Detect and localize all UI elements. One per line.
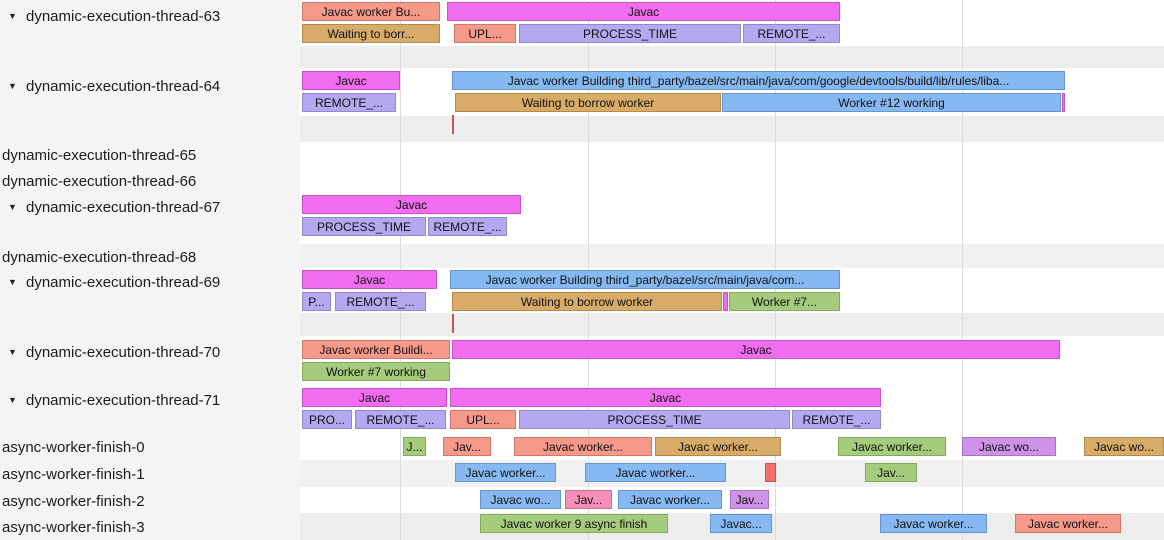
trace-slice[interactable]: Waiting to borr... xyxy=(302,24,440,43)
collapse-triangle-icon[interactable]: ▼ xyxy=(8,347,17,357)
trace-slice[interactable]: Waiting to borrow worker xyxy=(452,292,722,311)
thread-label-row[interactable]: ▼ dynamic-execution-thread-71 xyxy=(0,390,300,410)
row-background-band xyxy=(300,460,1164,487)
trace-slice[interactable]: Jav... xyxy=(865,463,917,482)
thread-name: dynamic-execution-thread-64 xyxy=(26,77,221,95)
trace-slice[interactable]: PRO... xyxy=(302,410,352,429)
trace-slice[interactable]: REMOTE_... xyxy=(302,93,396,112)
trace-slice[interactable]: UPL... xyxy=(454,24,516,43)
trace-slice[interactable]: P... xyxy=(302,292,331,311)
trace-slice[interactable] xyxy=(765,463,776,482)
thread-name: dynamic-execution-thread-65 xyxy=(2,146,197,164)
trace-slice[interactable]: Javac worker... xyxy=(880,514,987,533)
thread-label-row[interactable]: dynamic-execution-thread-66 xyxy=(0,171,300,191)
collapse-triangle-icon[interactable]: ▼ xyxy=(8,11,17,21)
trace-slice[interactable]: J... xyxy=(403,437,426,456)
trace-slice[interactable]: Javac worker... xyxy=(1015,514,1121,533)
thread-label-row[interactable]: ▼ dynamic-execution-thread-69 xyxy=(0,272,300,292)
trace-slice[interactable]: REMOTE_... xyxy=(355,410,446,429)
trace-slice[interactable]: Javac wo... xyxy=(962,437,1056,456)
trace-slice[interactable]: Javac worker Building third_party/bazel/… xyxy=(450,270,840,289)
thread-name: dynamic-execution-thread-71 xyxy=(26,391,221,409)
trace-slice[interactable]: Javac wo... xyxy=(480,490,561,509)
row-background-band xyxy=(300,244,1164,268)
trace-slice[interactable]: PROCESS_TIME xyxy=(519,24,741,43)
row-background-band xyxy=(300,313,1164,336)
thread-label-row[interactable]: dynamic-execution-thread-68 xyxy=(0,247,300,267)
trace-slice[interactable]: REMOTE_... xyxy=(792,410,881,429)
trace-slice[interactable]: Javac worker Bu... xyxy=(302,2,440,21)
thread-name: async-worker-finish-2 xyxy=(2,492,145,510)
thread-name: dynamic-execution-thread-66 xyxy=(2,172,197,190)
trace-slice[interactable] xyxy=(723,292,728,311)
trace-slice[interactable]: REMOTE_... xyxy=(335,292,426,311)
trace-slice[interactable]: Javac worker... xyxy=(514,437,652,456)
trace-slice[interactable]: Javac worker... xyxy=(655,437,781,456)
thread-label-row[interactable]: ▼ dynamic-execution-thread-64 xyxy=(0,76,300,96)
thread-label-row[interactable]: async-worker-finish-0 xyxy=(0,437,300,457)
trace-slice[interactable] xyxy=(452,314,454,333)
trace-slice[interactable]: Jav... xyxy=(730,490,769,509)
thread-label-row[interactable]: ▼ dynamic-execution-thread-70 xyxy=(0,342,300,362)
trace-slice[interactable] xyxy=(1062,93,1065,112)
thread-label-row[interactable]: dynamic-execution-thread-65 xyxy=(0,145,300,165)
thread-name-sidebar: ▼ dynamic-execution-thread-63 ▼ dynamic-exe… xyxy=(0,0,300,540)
trace-slice[interactable]: REMOTE_... xyxy=(428,217,507,236)
trace-slice[interactable]: Javac worker... xyxy=(618,490,722,509)
thread-name: dynamic-execution-thread-63 xyxy=(26,7,221,25)
trace-slice[interactable]: Javac xyxy=(302,71,400,90)
trace-slice[interactable]: Javac... xyxy=(710,514,772,533)
trace-slice[interactable] xyxy=(452,115,454,134)
thread-label-row[interactable]: ▼ dynamic-execution-thread-63 xyxy=(0,6,300,26)
trace-slice[interactable]: Javac xyxy=(302,270,437,289)
trace-slice[interactable]: Javac xyxy=(302,195,521,214)
trace-slice[interactable]: UPL... xyxy=(450,410,516,429)
trace-slice[interactable]: Jav... xyxy=(443,437,491,456)
thread-name: dynamic-execution-thread-68 xyxy=(2,248,197,266)
thread-label-row[interactable]: async-worker-finish-3 xyxy=(0,517,300,537)
thread-name: async-worker-finish-3 xyxy=(2,518,145,536)
trace-slice[interactable]: Javac xyxy=(447,2,840,21)
trace-slice[interactable]: Worker #7... xyxy=(729,292,840,311)
trace-slice[interactable]: Javac worker Buildi... xyxy=(302,340,450,359)
trace-slice[interactable]: Javac wo... xyxy=(1084,437,1164,456)
thread-name: async-worker-finish-0 xyxy=(2,438,145,456)
row-background-band xyxy=(300,116,1164,142)
trace-slice[interactable]: Javac worker Building third_party/bazel/… xyxy=(452,71,1065,90)
trace-slice[interactable]: Javac worker... xyxy=(585,463,726,482)
collapse-triangle-icon[interactable]: ▼ xyxy=(8,277,17,287)
row-background-band xyxy=(300,46,1164,68)
trace-slice[interactable]: Javac worker 9 async finish xyxy=(480,514,668,533)
trace-slice[interactable]: Javac xyxy=(450,388,881,407)
thread-name: async-worker-finish-1 xyxy=(2,465,145,483)
thread-label-row[interactable]: ▼ dynamic-execution-thread-67 xyxy=(0,197,300,217)
trace-slice[interactable]: Jav... xyxy=(565,490,612,509)
trace-slice[interactable]: Javac xyxy=(452,340,1060,359)
thread-name: dynamic-execution-thread-67 xyxy=(26,198,221,216)
trace-area[interactable]: Javac worker Bu... Javac Waiting to borr..… xyxy=(300,0,1164,540)
trace-slice[interactable]: Javac worker... xyxy=(455,463,556,482)
time-gridline xyxy=(962,0,963,540)
trace-slice[interactable]: Javac worker... xyxy=(838,437,946,456)
trace-slice[interactable]: Javac xyxy=(302,388,447,407)
trace-slice[interactable]: Waiting to borrow worker xyxy=(455,93,721,112)
collapse-triangle-icon[interactable]: ▼ xyxy=(8,395,17,405)
thread-name: dynamic-execution-thread-69 xyxy=(26,273,221,291)
trace-slice[interactable]: Worker #7 working xyxy=(302,362,450,381)
trace-slice[interactable]: PROCESS_TIME xyxy=(302,217,426,236)
thread-name: dynamic-execution-thread-70 xyxy=(26,343,221,361)
collapse-triangle-icon[interactable]: ▼ xyxy=(8,81,17,91)
collapse-triangle-icon[interactable]: ▼ xyxy=(8,202,17,212)
trace-slice[interactable]: REMOTE_... xyxy=(743,24,840,43)
thread-label-row[interactable]: async-worker-finish-2 xyxy=(0,491,300,511)
trace-slice[interactable]: Worker #12 working xyxy=(722,93,1061,112)
thread-label-row[interactable]: async-worker-finish-1 xyxy=(0,464,300,484)
trace-slice[interactable]: PROCESS_TIME xyxy=(519,410,790,429)
